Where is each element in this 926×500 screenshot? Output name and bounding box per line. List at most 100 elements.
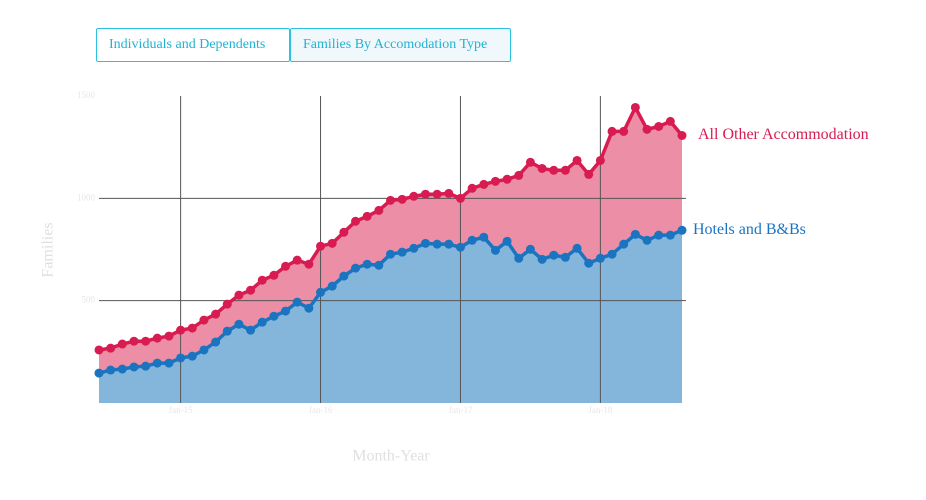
- point: [164, 331, 174, 341]
- point: [257, 275, 267, 285]
- point: [502, 236, 512, 246]
- point: [409, 243, 419, 253]
- point: [187, 351, 197, 361]
- point: [281, 306, 291, 316]
- point: [490, 176, 500, 186]
- point: [106, 365, 116, 375]
- point: [164, 358, 174, 368]
- point: [304, 259, 314, 269]
- point: [677, 131, 687, 141]
- point: [514, 253, 524, 263]
- point: [397, 247, 407, 257]
- point: [467, 235, 477, 245]
- point: [351, 216, 361, 226]
- point: [246, 325, 256, 335]
- point: [467, 183, 477, 193]
- point: [642, 235, 652, 245]
- point: [362, 259, 372, 269]
- point: [141, 361, 151, 371]
- point: [129, 336, 139, 346]
- point: [234, 290, 244, 300]
- point: [514, 170, 524, 180]
- point: [246, 285, 256, 295]
- point: [316, 287, 326, 297]
- point: [420, 189, 430, 199]
- tab[interactable]: Families By Accomodation Type: [290, 28, 511, 62]
- point: [152, 358, 162, 368]
- point: [619, 126, 629, 136]
- point: [327, 281, 337, 291]
- point: [560, 252, 570, 262]
- area: [99, 107, 682, 374]
- tab-bar: Individuals and Dependents Families By A…: [96, 28, 511, 62]
- legend-label: All Other Accommodation: [698, 126, 869, 143]
- x-axis-title: Month-Year: [352, 448, 430, 465]
- point: [479, 232, 489, 242]
- point: [455, 193, 465, 203]
- point: [654, 230, 664, 240]
- point: [502, 174, 512, 184]
- point: [211, 309, 221, 319]
- point: [525, 157, 535, 167]
- x-tick-label: Jan-15: [169, 405, 193, 415]
- point: [642, 124, 652, 134]
- point: [327, 238, 337, 248]
- point: [117, 364, 127, 374]
- point: [630, 229, 640, 239]
- point: [222, 299, 232, 309]
- point: [106, 343, 116, 353]
- point: [304, 303, 314, 313]
- point: [549, 165, 559, 175]
- point: [374, 205, 384, 215]
- point: [152, 333, 162, 343]
- point: [654, 121, 664, 131]
- point: [187, 323, 197, 333]
- point: [316, 241, 326, 251]
- point: [409, 191, 419, 201]
- y-tick-label: 500: [82, 295, 96, 305]
- point: [665, 116, 675, 126]
- point: [292, 255, 302, 265]
- tab[interactable]: Individuals and Dependents: [96, 28, 290, 62]
- point: [269, 270, 279, 280]
- point: [537, 254, 547, 264]
- point: [129, 362, 139, 372]
- point: [374, 260, 384, 270]
- point: [117, 339, 127, 349]
- point: [234, 319, 244, 329]
- point: [677, 225, 687, 235]
- point: [537, 163, 547, 173]
- point: [176, 353, 186, 363]
- point: [339, 227, 349, 237]
- point: [630, 102, 640, 112]
- point: [199, 315, 209, 325]
- x-tick-label: Jan-17: [448, 405, 472, 415]
- point: [584, 169, 594, 179]
- point: [281, 261, 291, 271]
- x-tick-label: Jan-18: [588, 405, 612, 415]
- point: [619, 239, 629, 249]
- point: [386, 195, 395, 205]
- point: [222, 326, 232, 336]
- point: [362, 211, 372, 221]
- point: [595, 253, 605, 263]
- point: [176, 325, 186, 335]
- legend-label: Hotels and B&Bs: [693, 221, 806, 238]
- point: [351, 263, 361, 273]
- point: [444, 239, 454, 249]
- point: [607, 249, 617, 259]
- point: [572, 155, 582, 165]
- point: [584, 258, 594, 268]
- point: [560, 165, 570, 175]
- area: [99, 230, 682, 403]
- point: [257, 317, 267, 327]
- point: [595, 155, 605, 165]
- point: [572, 243, 582, 253]
- point: [386, 249, 395, 259]
- point: [665, 230, 675, 240]
- point: [432, 189, 442, 199]
- y-tick-label: 1000: [77, 192, 96, 202]
- point: [549, 250, 559, 260]
